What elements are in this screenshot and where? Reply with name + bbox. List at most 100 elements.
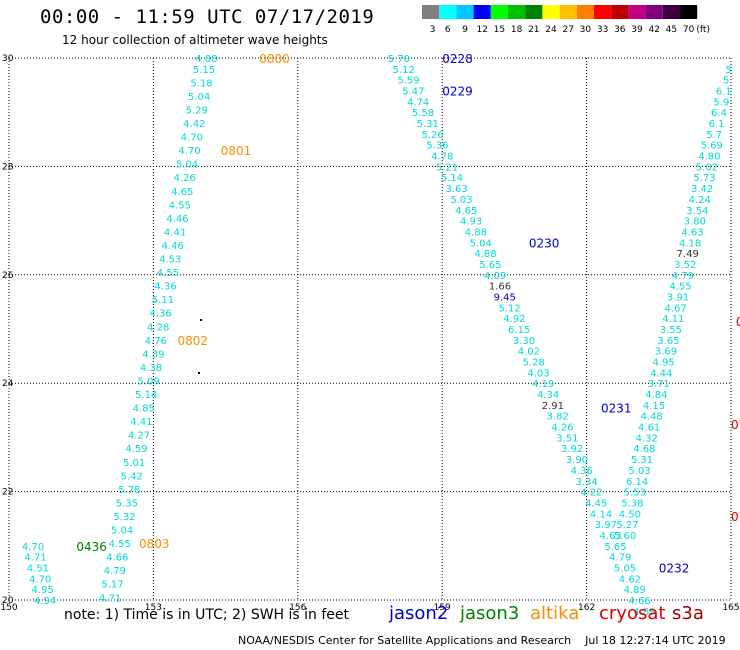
time-label: 0230 [529,236,560,250]
colorbar-swatch [611,5,629,19]
colorbar-label: 9 [462,25,468,35]
data-point-label: 4.59 [125,444,147,455]
data-point-label: 4.26 [551,423,573,434]
data-point-label: 3.91 [667,292,689,303]
colorbar-swatch [525,5,543,19]
data-point-label: 3.42 [691,184,713,195]
data-point-label: 4.79 [672,271,694,282]
colorbar-swatch [439,5,457,19]
data-point-label: 4.71 [99,593,121,604]
data-point-label: 4.55 [169,200,191,211]
data-point-label: 4.63 [600,531,622,542]
data-point-label: 5.15 [193,65,215,76]
data-point-label: 4.88 [474,249,496,260]
data-point-label: 4.28 [147,322,169,333]
data-point-label: 4.74 [407,97,429,108]
data-point-label: 4.09 [484,271,506,282]
data-point-label: 4.36 [149,309,171,320]
data-point-label: 5 [723,76,729,87]
data-point-label: 4.62 [619,574,641,585]
legend-altika: altika [530,603,580,624]
x-tick-label: 162 [578,603,595,613]
data-point-label: 3.69 [655,347,677,358]
data-point-label: 3.97 [595,520,617,531]
data-point-label: 5.09 [137,376,159,387]
data-point-label: 3.92 [561,444,583,455]
data-point-label: 3.54 [686,206,708,217]
color-scale-legend: 3 6 9 12 15 18 21 24 27 30 33 36 39 42 45 70 (ft) [422,5,710,35]
time-label: 0800 [259,52,290,66]
data-point-label: 4.36 [154,282,176,293]
data-point-label: 3.82 [547,412,569,423]
data-point-label: 6.14 [626,477,648,488]
data-point-label: 4.48 [640,412,662,423]
colorbar-swatch [594,5,612,19]
time-label: 0 [736,315,740,329]
data-point-label: 6.1 [716,87,732,98]
data-point-label: 9.45 [494,292,516,303]
data-point-label: 4.70 [178,146,200,157]
data-point-label: 5.69 [701,141,723,152]
data-point-label: 4.63 [681,227,703,238]
time-label: 0232 [659,561,690,575]
data-point-label: 5.14 [441,173,463,184]
data-point-label: 4.46 [166,214,188,225]
x-tick-label: 156 [289,603,306,613]
data-point-label: 4.19 [532,379,554,390]
x-tick-label: 159 [434,603,451,613]
data-point-label: 4.84 [645,390,667,401]
data-point-label: 5.11 [152,295,174,306]
data-point-label: 4.68 [633,444,655,455]
legend-jason3: jason3 [460,603,520,624]
data-point-label: 4.65 [171,187,193,198]
legend-s3a: s3a [672,603,704,624]
data-point-label: 3.80 [684,217,706,228]
colorbar-swatch [422,5,440,19]
data-point-label: 4.65 [455,206,477,217]
footer-credit: NOAA/NESDIS Center for Satellite Applica… [238,634,726,647]
data-point-label: 5.9 [713,97,729,108]
data-point-dot [200,319,202,321]
data-point-label: 5.28 [523,358,545,369]
y-tick-label: 24 [2,379,14,389]
time-label: 0436 [76,540,107,554]
colorbar-label: 45 [666,25,677,35]
colorbar-swatch [456,5,474,19]
colorbar-swatch [680,5,698,19]
data-point-label: 4.76 [145,336,167,347]
data-point-label: 5.18 [190,78,212,89]
colorbar-swatch [559,5,577,19]
data-point-label: 4.92 [503,314,525,325]
data-point-label: 3.71 [648,379,670,390]
data-point-label: 4.38 [140,363,162,374]
time-label: 0228 [442,52,473,66]
data-point-label: 4.42 [183,119,205,130]
time-label: 0231 [601,402,632,416]
data-point-label: 4.50 [619,509,641,520]
data-point-label: 5.02 [696,162,718,173]
data-point-label: 5.7 [706,130,722,141]
footer-note: note: 1) Time is in UTC; 2) SWH is in fe… [64,607,350,623]
data-point-label: 4.78 [431,152,453,163]
time-label: 0801 [221,144,252,158]
x-tick-label: 150 [0,603,17,613]
data-point-label: 5.73 [693,173,715,184]
colorbar-label: 6 [445,25,451,35]
time-label: 07 [731,418,740,432]
data-point-label: 4.88 [465,227,487,238]
data-point-label: 4.46 [162,241,184,252]
data-point-label: 4.70 [29,574,51,585]
data-point-label: 4.03 [527,368,549,379]
data-point-label: 4.61 [638,423,660,434]
data-point-label: 4.95 [652,358,674,369]
data-point-label: 5 [725,65,731,76]
data-point-label: 5.60 [614,531,636,542]
data-point-label: 3.51 [556,433,578,444]
y-tick-label: 30 [2,54,14,64]
colorbar-label: 36 [614,25,626,35]
colorbar-swatch [628,5,646,19]
data-point-label: 4.55 [157,268,179,279]
data-point-label: 5.04 [188,92,210,103]
data-point-label: 3.63 [446,184,468,195]
data-point-label: 4.89 [633,607,655,618]
